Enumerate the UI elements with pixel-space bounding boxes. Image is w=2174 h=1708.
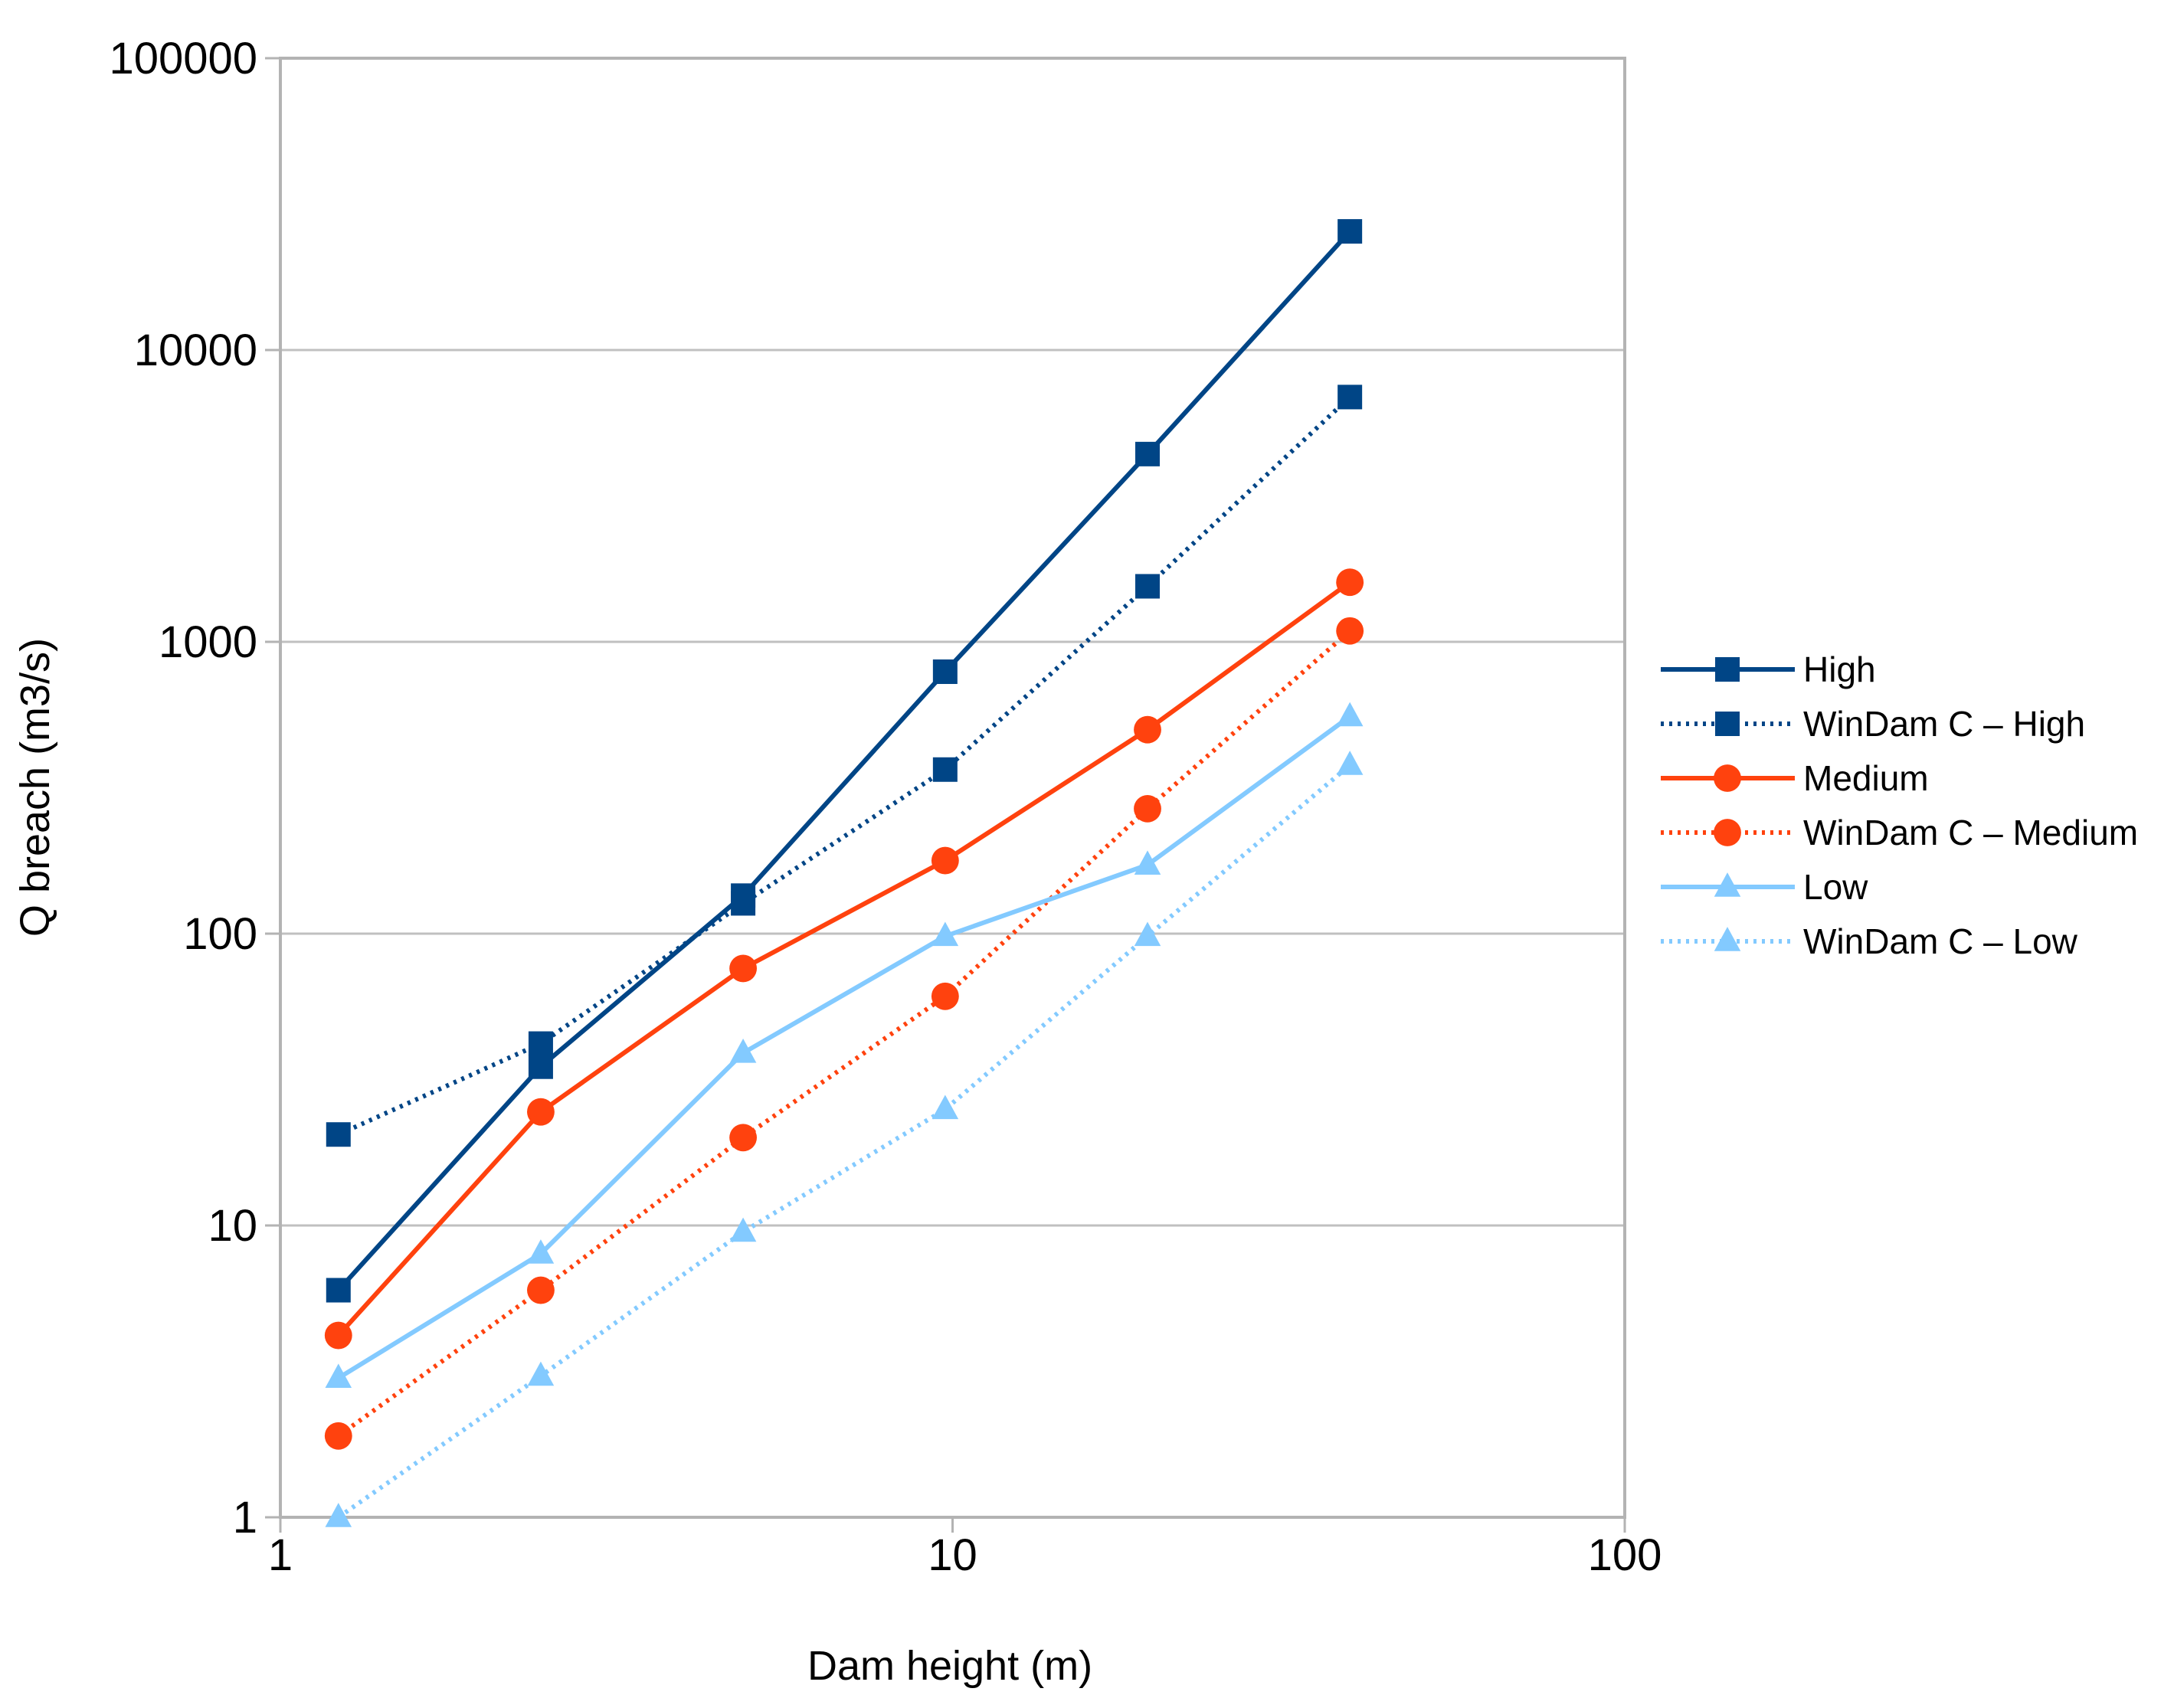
series-windam-c-medium	[324, 617, 1364, 1450]
y-tick-label-100000: 100000	[109, 34, 257, 83]
legend-swatch-marker	[1715, 712, 1740, 736]
data-point-windam-c-low-19.5	[1134, 921, 1161, 947]
legend-item-high[interactable]: High	[1661, 649, 1876, 689]
data-point-medium-9.75	[931, 846, 959, 875]
data-point-high-2.44	[528, 1054, 553, 1079]
data-point-low-9.75	[931, 921, 959, 947]
data-point-high-19.5	[1135, 441, 1161, 466]
series-high	[326, 219, 1363, 1303]
x-tick-label-10: 10	[928, 1530, 977, 1580]
y-tick-label-100: 100	[183, 909, 257, 959]
data-point-medium-1.22	[324, 1321, 352, 1350]
x-axis-tick-labels: 1 10 100	[268, 1517, 1662, 1580]
data-point-windam-c-low-4.88	[729, 1217, 757, 1242]
data-point-windam-c-low-9.75	[931, 1094, 959, 1120]
data-point-low-39	[1336, 702, 1364, 727]
data-point-low-19.5	[1134, 850, 1161, 875]
legend-swatch-marker	[1714, 764, 1741, 792]
series-line-low	[337, 715, 1351, 1380]
legend-swatch-marker	[1715, 657, 1740, 682]
legend-item-windam-c-high[interactable]: WinDam C – High	[1661, 704, 2085, 744]
x-tick-label-100: 100	[1588, 1530, 1662, 1580]
series-line-windam-c-low	[337, 763, 1352, 1520]
legend-label: WinDam C – High	[1803, 704, 2085, 744]
data-point-low-1.22	[325, 1363, 352, 1388]
legend-item-windam-c-medium[interactable]: WinDam C – Medium	[1661, 813, 2138, 852]
data-point-medium-19.5	[1134, 715, 1161, 744]
series-group	[324, 219, 1364, 1527]
series-windam-c-high	[326, 384, 1363, 1147]
series-line-windam-c-medium	[337, 629, 1352, 1438]
data-point-windam-c-medium-9.75	[931, 982, 959, 1010]
data-point-windam-c-high-1.22	[326, 1122, 351, 1147]
x-tick-label-1: 1	[268, 1530, 293, 1580]
legend-label: WinDam C – Low	[1803, 921, 2078, 961]
data-point-high-39	[1337, 219, 1363, 244]
y-axis-tick-labels: 1 10 100 1000 10000 100000	[109, 34, 280, 1543]
y-axis-title: Q breach (m3/s)	[12, 638, 58, 937]
data-point-windam-c-high-9.75	[932, 757, 958, 782]
legend-label: WinDam C – Medium	[1803, 813, 2138, 852]
y-tick-label-10000: 10000	[134, 326, 257, 375]
data-point-windam-c-medium-2.44	[527, 1276, 555, 1304]
data-point-low-4.88	[729, 1038, 757, 1063]
data-point-windam-c-high-2.44	[528, 1031, 553, 1056]
data-point-windam-c-low-39	[1336, 751, 1364, 775]
series-line-windam-c-high	[337, 395, 1352, 1137]
data-point-medium-2.44	[527, 1098, 555, 1126]
legend-item-windam-c-low[interactable]: WinDam C – Low	[1661, 921, 2078, 961]
legend-item-low[interactable]: Low	[1661, 867, 1868, 907]
grid	[280, 348, 1625, 1227]
data-point-windam-c-low-1.22	[325, 1503, 352, 1527]
data-point-high-9.75	[932, 659, 958, 685]
y-tick-label-1: 1	[233, 1493, 257, 1543]
data-point-windam-c-high-19.5	[1135, 574, 1161, 599]
legend-swatch-marker	[1714, 872, 1741, 897]
legend-label: Medium	[1803, 758, 1929, 798]
legend-label: Low	[1803, 867, 1868, 907]
data-point-windam-c-medium-19.5	[1134, 794, 1161, 823]
data-point-windam-c-medium-4.88	[729, 1124, 758, 1152]
data-point-windam-c-low-2.44	[527, 1361, 555, 1386]
data-point-high-1.22	[326, 1278, 351, 1303]
data-point-medium-39	[1336, 568, 1364, 597]
series-low	[325, 702, 1364, 1388]
series-windam-c-low	[325, 751, 1364, 1527]
legend[interactable]: High WinDam C – High Medium WinDam C – Medi…	[1661, 649, 2138, 961]
series-line-high	[336, 230, 1352, 1292]
data-point-windam-c-medium-1.22	[324, 1422, 352, 1450]
x-axis-title: Dam height (m)	[807, 1643, 1092, 1689]
legend-swatch-marker	[1714, 819, 1741, 846]
legend-item-medium[interactable]: Medium	[1661, 758, 1929, 798]
data-point-windam-c-medium-39	[1336, 617, 1364, 645]
series-line-medium	[336, 580, 1351, 1337]
data-point-windam-c-high-4.88	[731, 891, 756, 916]
data-point-windam-c-high-39	[1337, 384, 1363, 410]
legend-swatch-marker	[1714, 927, 1741, 951]
y-tick-label-10: 10	[208, 1201, 257, 1251]
series-medium	[324, 568, 1364, 1350]
data-point-low-2.44	[527, 1239, 555, 1264]
plot-area-frame	[279, 57, 1626, 1519]
y-tick-label-1000: 1000	[159, 617, 257, 667]
data-point-medium-4.88	[729, 954, 758, 983]
legend-label: High	[1803, 649, 1876, 689]
